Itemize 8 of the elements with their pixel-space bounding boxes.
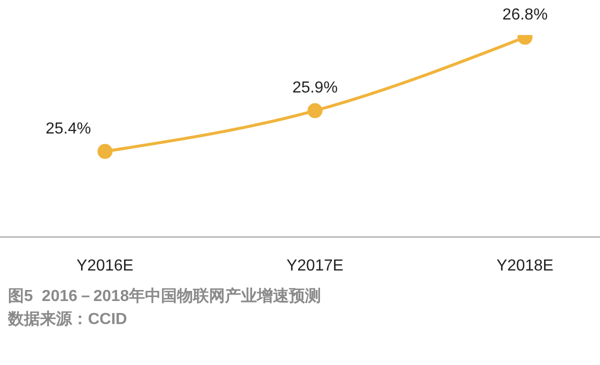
data-label: 25.9% [292, 80, 338, 97]
x-tick-label: Y2018E [496, 257, 554, 274]
data-label: 26.8% [502, 6, 548, 24]
x-tick-label: Y2016E [76, 257, 134, 274]
x-tick-label: Y2017E [286, 257, 344, 274]
caption: 图5 2016－2018年中国物联网产业增速预测 [8, 286, 322, 307]
source-note: 数据来源：CCID [8, 310, 128, 330]
data-label: 25.4% [46, 120, 91, 138]
